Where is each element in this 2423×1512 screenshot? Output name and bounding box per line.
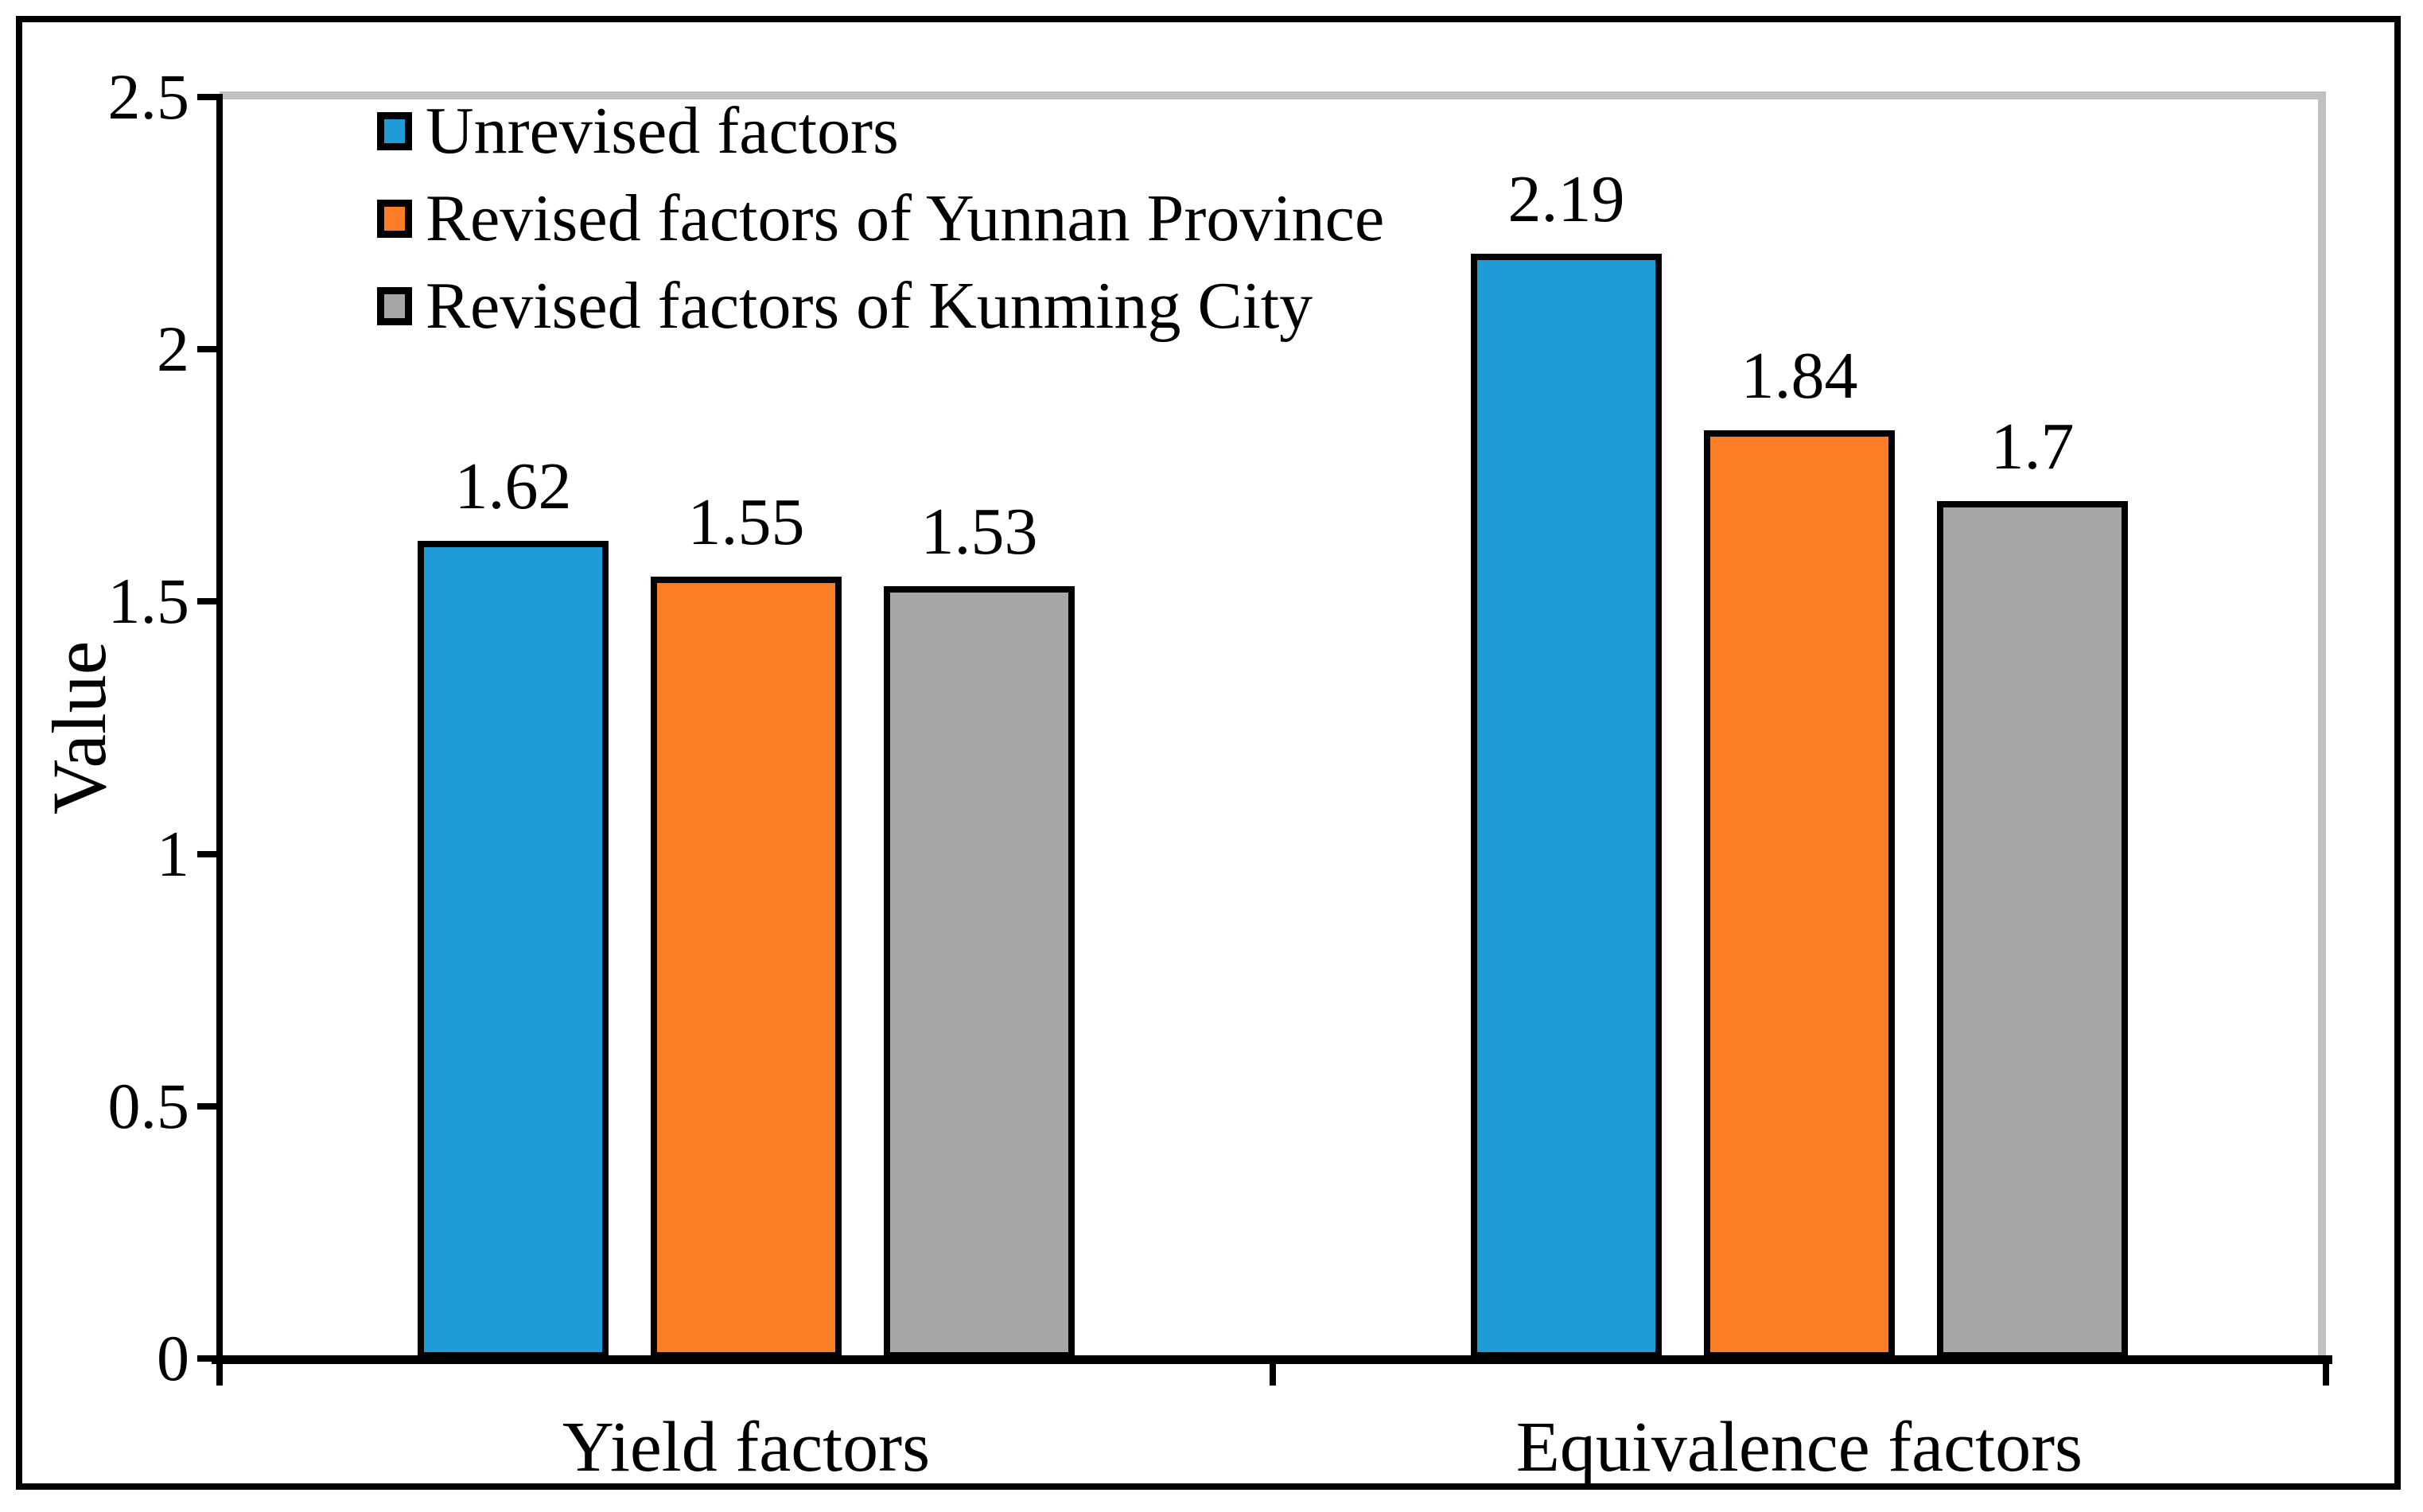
y-axis-line — [216, 94, 223, 1365]
chart-outer-border — [16, 16, 2401, 1490]
y-tick-label: 1 — [157, 817, 189, 890]
x-axis-line — [212, 1355, 2332, 1364]
legend-marker-icon — [377, 112, 412, 150]
bar — [1937, 500, 2128, 1358]
bar-value-label: 1.55 — [687, 484, 805, 559]
x-tick-mark — [216, 1362, 223, 1386]
y-tick-mark — [197, 1102, 220, 1110]
bar-value-label: 1.84 — [1740, 338, 1858, 413]
y-axis-title: Value — [37, 640, 122, 815]
legend-label: Revised factors of Yunnan Province — [426, 181, 1385, 255]
y-tick-label: 0 — [157, 1322, 189, 1394]
legend-item: Revised factors of Kunming City — [377, 262, 1384, 350]
bar — [1704, 430, 1895, 1358]
legend-marker-icon — [377, 200, 412, 238]
bar-value-label: 1.7 — [1990, 409, 2075, 484]
y-tick-mark — [197, 346, 220, 353]
y-tick-label: 0.5 — [107, 1069, 190, 1142]
y-tick-label: 1.5 — [107, 565, 190, 638]
y-tick-mark — [197, 1355, 220, 1362]
bar — [1471, 253, 1662, 1358]
legend-item: Unrevised factors — [377, 87, 1384, 175]
x-category-label: Equivalence factors — [1515, 1408, 2083, 1487]
bar-value-label: 1.62 — [454, 449, 572, 524]
legend: Unrevised factors Revised factors of Yunn… — [377, 87, 1384, 350]
x-tick-mark — [1270, 1362, 1276, 1386]
y-tick-mark — [197, 94, 220, 100]
y-tick-mark — [197, 598, 220, 605]
legend-marker-icon — [377, 287, 412, 325]
legend-label: Revised factors of Kunming City — [426, 269, 1313, 343]
bar-value-label: 1.53 — [920, 495, 1038, 569]
plot-area-border — [220, 91, 2326, 1358]
x-tick-mark — [2323, 1362, 2329, 1386]
y-tick-mark — [197, 850, 220, 857]
bar — [418, 541, 609, 1358]
bar — [651, 576, 842, 1358]
y-tick-label: 2 — [157, 313, 189, 386]
y-tick-label: 2.5 — [107, 60, 190, 133]
legend-label: Unrevised factors — [426, 94, 899, 168]
bar-value-label: 2.19 — [1507, 161, 1625, 236]
legend-item: Revised factors of Yunnan Province — [377, 175, 1384, 262]
bar — [884, 586, 1075, 1358]
x-category-label: Yield factors — [562, 1408, 931, 1487]
